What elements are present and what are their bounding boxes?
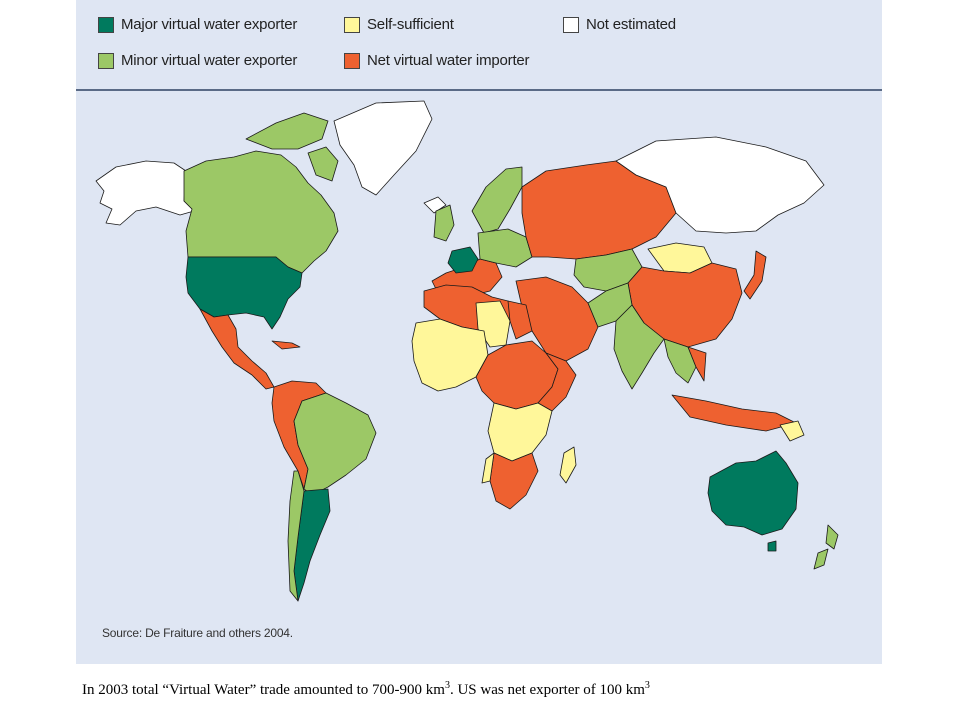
legend-swatch-self-sufficient xyxy=(344,16,360,33)
region-russia xyxy=(521,160,677,260)
region-vietnam xyxy=(687,346,707,382)
legend-label-major-exporter: Major virtual water exporter xyxy=(121,16,298,33)
caption-superscript-2: 3 xyxy=(644,680,650,691)
region-west-africa xyxy=(411,318,489,392)
caption-text-2: . US was net exporter of 100 km xyxy=(449,682,645,698)
region-australia xyxy=(707,450,799,536)
legend-label-net-importer: Net virtual water importer xyxy=(367,52,530,69)
legend-swatch-net-importer xyxy=(344,52,360,69)
region-greenland xyxy=(333,100,433,196)
world-map xyxy=(95,100,839,602)
region-arctic-islands xyxy=(245,112,329,150)
map-source-note: Source: De Fraiture and others 2004. xyxy=(102,626,293,640)
legend-item-minor-exporter: Minor virtual water exporter xyxy=(98,52,297,69)
region-british-isles xyxy=(433,204,455,242)
region-new-zealand-south xyxy=(813,548,829,570)
world-map-panel: Source: De Fraiture and others 2004. xyxy=(76,91,882,664)
legend-label-minor-exporter: Minor virtual water exporter xyxy=(121,52,298,69)
region-france xyxy=(447,246,479,274)
region-southern-africa xyxy=(489,452,539,510)
legend-divider xyxy=(76,89,882,91)
legend-swatch-not-estimated xyxy=(563,16,579,33)
region-scandinavia xyxy=(471,166,523,234)
region-canada xyxy=(183,150,339,274)
region-new-zealand-north xyxy=(825,524,839,550)
region-iceland xyxy=(423,196,447,214)
legend-swatch-minor-exporter xyxy=(98,52,114,69)
region-eastern-europe xyxy=(477,228,533,268)
region-egypt xyxy=(507,300,533,340)
map-legend: Major virtual water exporter Self-suffic… xyxy=(76,0,882,90)
region-south-africa-north xyxy=(481,452,495,484)
region-usa xyxy=(185,256,303,330)
region-japan xyxy=(743,250,767,300)
caption-text-1: In 2003 total “Virtual Water” trade amou… xyxy=(82,682,445,698)
region-siberia xyxy=(615,136,825,234)
region-papua xyxy=(779,420,805,442)
legend-label-not-estimated: Not estimated xyxy=(586,16,676,33)
region-caribbean xyxy=(271,340,301,350)
legend-item-self-sufficient: Self-sufficient xyxy=(344,16,454,33)
region-india xyxy=(613,304,665,390)
slide-caption: In 2003 total “Virtual Water” trade amou… xyxy=(82,680,650,699)
legend-item-major-exporter: Major virtual water exporter xyxy=(98,16,297,33)
caption-superscript-1: 3 xyxy=(444,680,450,691)
legend-label-self-sufficient: Self-sufficient xyxy=(367,16,454,33)
region-alaska xyxy=(95,160,195,226)
region-indonesia xyxy=(671,394,797,432)
legend-swatch-major-exporter xyxy=(98,16,114,33)
legend-item-net-importer: Net virtual water importer xyxy=(344,52,530,69)
region-mexico xyxy=(199,308,275,390)
region-brazil xyxy=(293,392,377,496)
region-madagascar xyxy=(559,446,577,484)
region-tasmania xyxy=(767,540,777,552)
region-south-central-africa xyxy=(487,402,553,462)
legend-item-not-estimated: Not estimated xyxy=(563,16,676,33)
region-chile xyxy=(287,470,305,602)
region-baffin xyxy=(307,146,339,182)
